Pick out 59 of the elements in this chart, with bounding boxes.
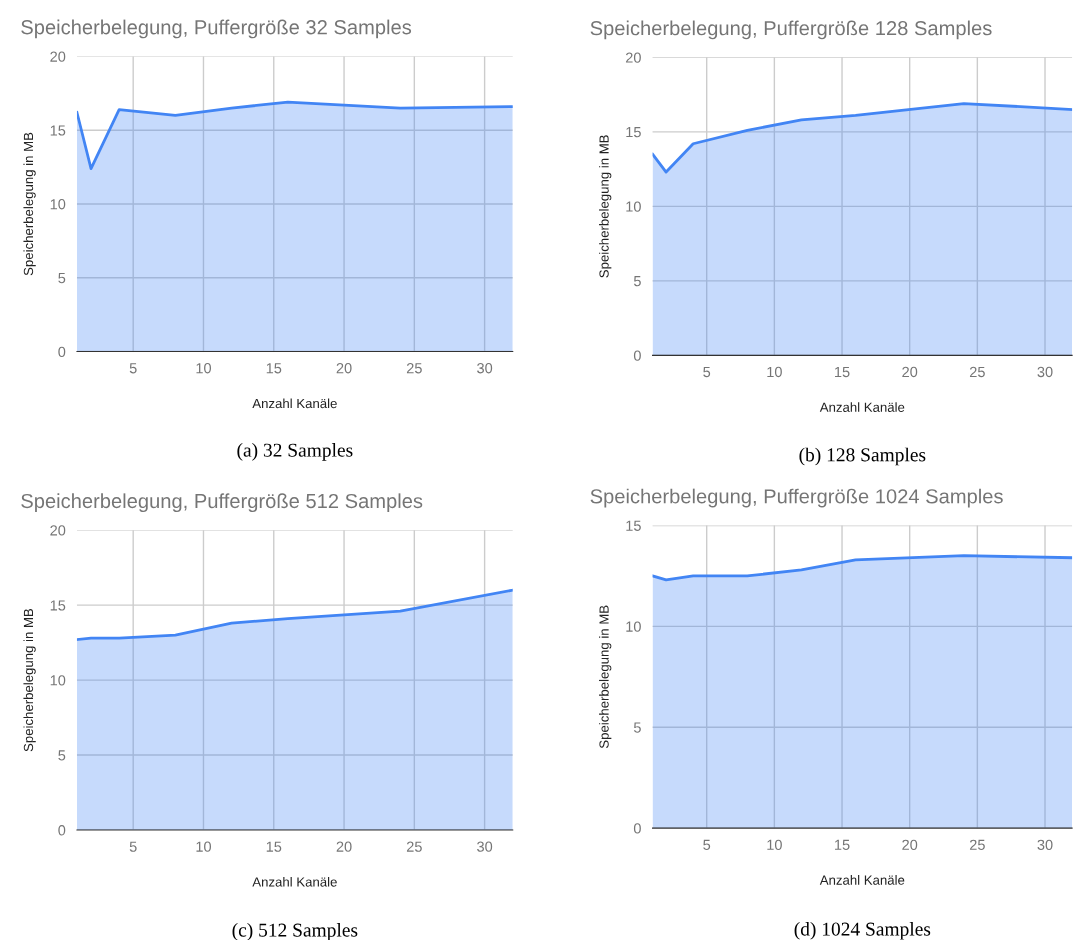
y-tick-label: 15 — [50, 600, 66, 611]
x-axis-title: Anzahl Kanäle — [252, 876, 337, 887]
chart-title: Speicherbelegung, Puffergröße 128 Samples — [590, 20, 992, 40]
y-tick-label: 10 — [626, 621, 641, 632]
x-tick-label: 25 — [406, 363, 422, 374]
x-axis-title: Anzahl Kanäle — [819, 402, 905, 412]
text: (a) 32 Samples — [237, 443, 353, 461]
x-tick-label: 5 — [129, 363, 137, 374]
chart-title: Speicherbelegung, Puffergröße 1024 Samples — [590, 488, 1003, 508]
x-tick-label: 25 — [406, 841, 422, 852]
x-tick-label: 20 — [336, 841, 352, 852]
x-tick-label: 30 — [1037, 366, 1053, 378]
chart-title: Speicherbelegung, Puffergröße 32 Samples — [21, 19, 412, 39]
y-tick-label: 5 — [633, 276, 641, 287]
y-tick-label: 15 — [626, 520, 641, 531]
x-tick-label: 5 — [703, 839, 711, 850]
text: (b) 128 Samples — [799, 447, 926, 466]
y-tick-label: 0 — [633, 823, 641, 834]
y-tick-label: 20 — [625, 52, 641, 63]
y-tick-label: 5 — [58, 273, 66, 284]
y-tick-label: 10 — [50, 199, 66, 210]
y-axis-title: Speicherbelegung in MB — [599, 135, 612, 278]
text: (d) 1024 Samples — [794, 921, 931, 940]
y-tick-label: 0 — [58, 825, 66, 836]
x-tick-label: 25 — [969, 366, 985, 378]
x-tick-label: 30 — [1037, 839, 1053, 850]
x-tick-label: 20 — [902, 366, 918, 378]
y-tick-label: 20 — [50, 51, 66, 62]
y-tick-label: 0 — [633, 350, 641, 361]
x-tick-label: 10 — [196, 363, 212, 374]
x-tick-label: 15 — [266, 841, 282, 852]
text: (c) 512 Samples — [232, 922, 358, 940]
y-tick-label: 20 — [50, 525, 66, 536]
x-tick-label: 20 — [336, 363, 352, 374]
y-axis-title: Speicherbelegung in MB — [599, 605, 612, 749]
x-tick-label: 10 — [767, 366, 782, 378]
y-tick-label: 15 — [50, 125, 66, 136]
x-tick-label: 20 — [902, 839, 918, 850]
x-tick-label: 30 — [477, 841, 493, 852]
y-axis-title: Speicherbelegung in MB — [23, 132, 36, 276]
y-tick-label: 5 — [633, 722, 641, 733]
y-tick-label: 5 — [58, 750, 66, 761]
chart-title: Speicherbelegung, Puffergröße 512 Samples — [21, 493, 423, 513]
x-axis-title: Anzahl Kanäle — [252, 398, 337, 409]
x-tick-label: 10 — [196, 841, 212, 852]
x-tick-label: 15 — [835, 839, 850, 850]
x-tick-label: 30 — [477, 363, 493, 374]
y-tick-label: 15 — [626, 127, 641, 138]
x-tick-label: 5 — [703, 366, 711, 378]
x-tick-label: 15 — [266, 363, 282, 374]
y-tick-label: 10 — [50, 675, 66, 686]
y-axis-title: Speicherbelegung in MB — [23, 608, 36, 752]
y-tick-label: 10 — [626, 201, 641, 212]
x-tick-label: 25 — [969, 839, 985, 850]
x-axis-title: Anzahl Kanäle — [819, 875, 905, 885]
x-tick-label: 10 — [767, 839, 782, 850]
x-tick-label: 5 — [129, 841, 137, 852]
x-tick-label: 15 — [835, 366, 850, 378]
y-tick-label: 0 — [58, 346, 66, 357]
